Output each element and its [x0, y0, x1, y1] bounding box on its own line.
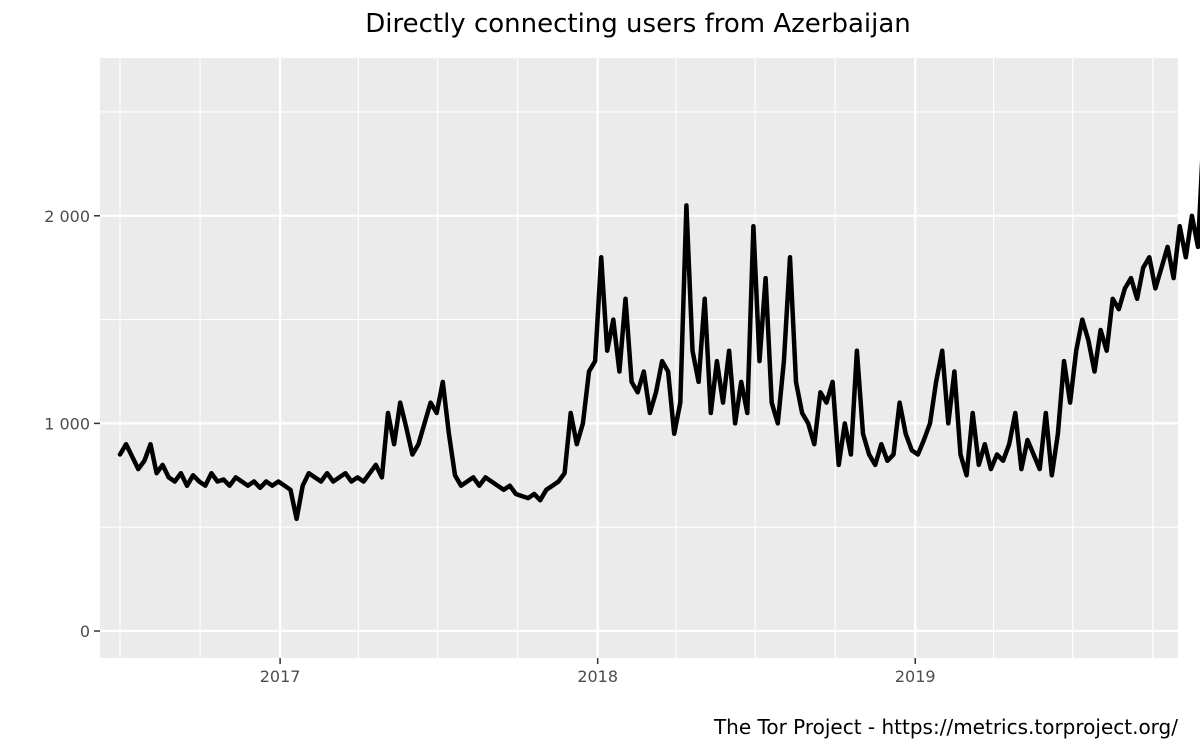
major-gridlines: [100, 58, 1178, 658]
series-layer: [117, 160, 1200, 522]
y-tick-label: 0: [80, 622, 90, 641]
x-axis: 2017 2018 2019: [260, 658, 936, 686]
y-tick-label: 2 000: [44, 207, 90, 226]
chart-caption: The Tor Project - https://metrics.torpro…: [713, 715, 1178, 739]
y-axis: 0 1 000 2 000: [44, 207, 100, 641]
plot-panel: [100, 58, 1178, 658]
x-tick-label: 2019: [895, 667, 936, 686]
x-tick-label: 2017: [260, 667, 301, 686]
x-tick-label: 2018: [577, 667, 618, 686]
chart-title: Directly connecting users from Azerbaija…: [365, 9, 911, 39]
y-tick-label: 1 000: [44, 414, 90, 433]
series-line: [117, 160, 1200, 522]
